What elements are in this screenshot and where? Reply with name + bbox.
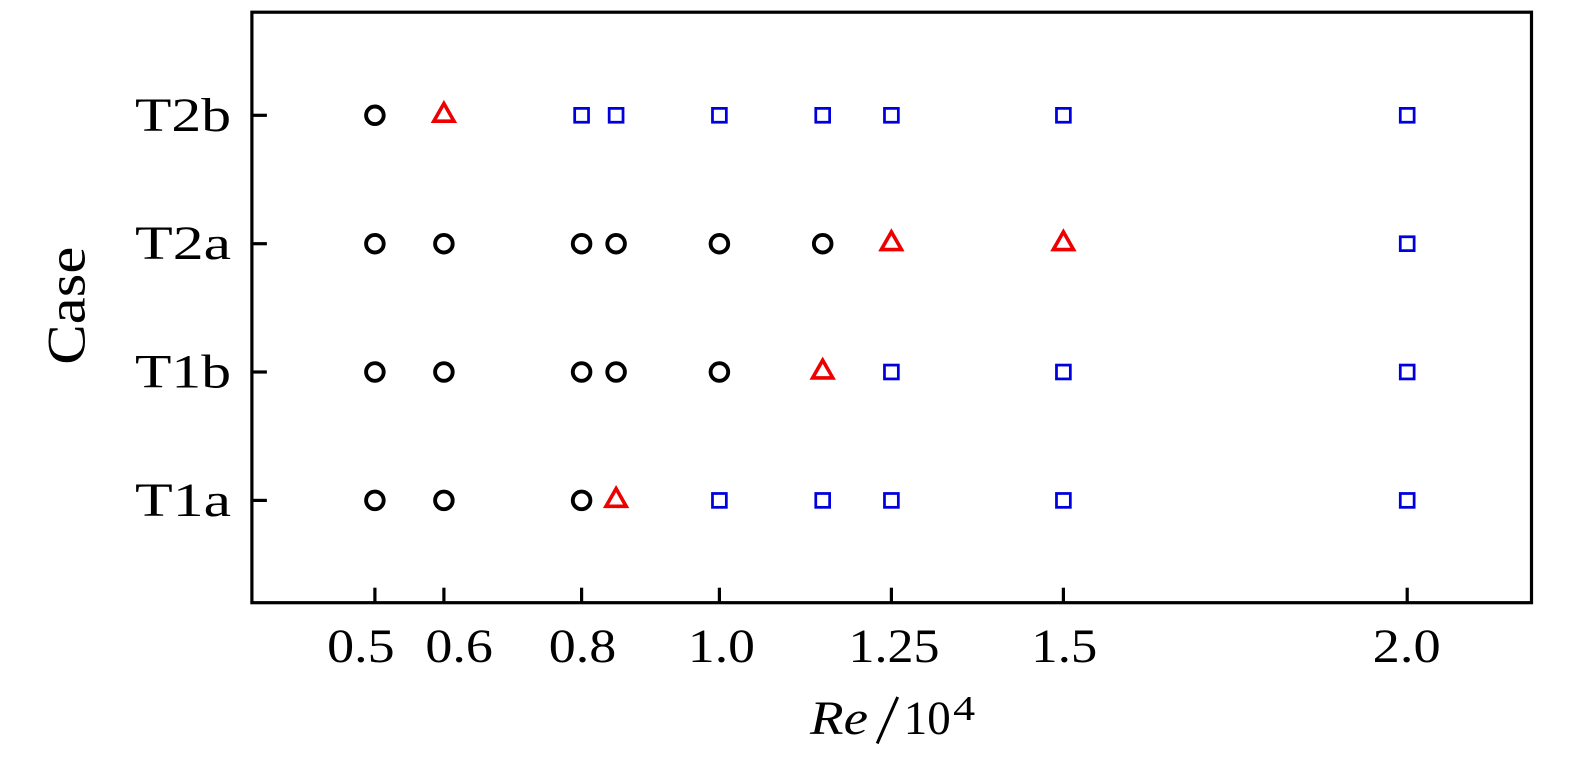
svg-text:1.25: 1.25 — [849, 620, 940, 673]
svg-text:1.5: 1.5 — [1031, 620, 1097, 673]
svg-text:Case: Case — [37, 247, 97, 365]
svg-text:4: 4 — [953, 689, 975, 728]
svg-text:0.6: 0.6 — [425, 620, 493, 673]
svg-text:1.0: 1.0 — [688, 620, 755, 673]
svg-text:T2a: T2a — [135, 217, 231, 270]
svg-text:10: 10 — [904, 692, 951, 745]
svg-text:T1b: T1b — [135, 346, 231, 399]
svg-text:T1a: T1a — [135, 474, 231, 527]
svg-text:0.8: 0.8 — [549, 620, 617, 673]
svg-text:2.0: 2.0 — [1373, 620, 1441, 673]
svg-text:Re: Re — [809, 692, 868, 745]
svg-text:0.5: 0.5 — [327, 620, 395, 673]
svg-text:T2b: T2b — [135, 89, 231, 142]
